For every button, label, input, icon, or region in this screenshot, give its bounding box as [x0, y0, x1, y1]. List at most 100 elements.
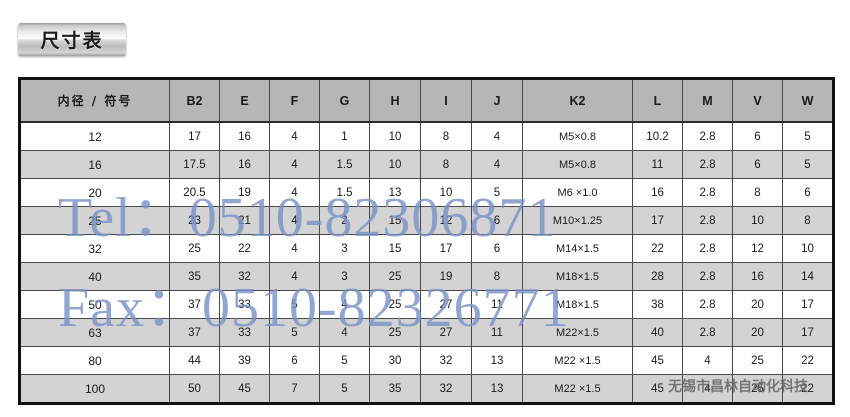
table-cell-v: 12 [732, 234, 783, 263]
table-cell-l: 45 [632, 374, 683, 404]
table-cell-l: 28 [632, 262, 683, 291]
table-cell-e: 19 [219, 178, 270, 207]
table-cell-bore: 100 [19, 374, 170, 404]
table-cell-j: 11 [471, 290, 523, 319]
table-cell-k2: M5×0.8 [522, 150, 633, 179]
table-cell-m: 2.8 [682, 206, 733, 235]
table-cell-v: 10 [732, 206, 783, 235]
table-cell-k2: M10×1.25 [522, 206, 633, 235]
table-cell-l: 22 [632, 234, 683, 263]
column-header-g: G [319, 78, 370, 123]
table-cell-b2: 17.5 [169, 150, 220, 179]
table-cell-bore: 50 [19, 290, 170, 319]
page-title-badge: 尺寸表 [18, 23, 126, 56]
table-header: 内径 / 符号 B2 E F G H I J K2 L M V W [19, 78, 834, 123]
table-cell-bore: 25 [19, 206, 170, 235]
table-cell-m: 4 [682, 374, 733, 404]
table-cell-m: 2.8 [682, 121, 733, 151]
table-cell-l: 45 [632, 346, 683, 375]
table-cell-l: 11 [632, 150, 683, 179]
table-cell-l: 40 [632, 318, 683, 347]
table-cell-g: 5 [319, 374, 370, 404]
table-cell-m: 2.8 [682, 150, 733, 179]
table-body: 12 17 16 4 1 10 8 4 M5×0.8 10.2 2.8 6 5 16 17.5 16 4 1.5 1… [19, 121, 834, 404]
table-cell-b2: 37 [169, 290, 220, 319]
table-cell-i: 10 [420, 178, 472, 207]
dimension-table: 内径 / 符号 B2 E F G H I J K2 L M V W 12 17 16… [18, 77, 835, 405]
table-cell-g: 4 [319, 290, 370, 319]
column-header-h: H [369, 78, 421, 123]
table-row: 12 17 16 4 1 10 8 4 M5×0.8 10.2 2.8 6 5 [19, 121, 834, 151]
table-row: 32 25 22 4 3 15 17 6 M14×1.5 22 2.8 12 10 [19, 234, 834, 263]
table-cell-g: 4 [319, 318, 370, 347]
table-cell-w: 8 [782, 206, 834, 235]
table-cell-f: 4 [269, 178, 320, 207]
column-header-l: L [632, 78, 683, 123]
table-cell-i: 32 [420, 374, 472, 404]
column-header-f: F [269, 78, 320, 123]
table-cell-i: 17 [420, 234, 472, 263]
table-cell-bore: 80 [19, 346, 170, 375]
table-cell-h: 25 [369, 318, 421, 347]
table-cell-h: 15 [369, 206, 421, 235]
table-cell-h: 10 [369, 150, 421, 179]
table-row: 63 37 33 5 4 25 27 11 M22×1.5 40 2.8 20 17 [19, 318, 834, 347]
table-cell-b2: 44 [169, 346, 220, 375]
table-cell-j: 13 [471, 374, 523, 404]
table-cell-w: 5 [782, 150, 834, 179]
column-header-bore: 内径 / 符号 [19, 78, 170, 123]
table-row: 50 37 33 5 4 25 27 11 M18×1.5 38 2.8 20 17 [19, 290, 834, 319]
table-cell-e: 32 [219, 262, 270, 291]
table-cell-w: 10 [782, 234, 834, 263]
table-cell-v: 6 [732, 150, 783, 179]
table-cell-j: 5 [471, 178, 523, 207]
table-cell-e: 21 [219, 206, 270, 235]
table-cell-h: 30 [369, 346, 421, 375]
table-cell-j: 8 [471, 262, 523, 291]
table-cell-b2: 23 [169, 206, 220, 235]
table-cell-k2: M22 ×1.5 [522, 346, 633, 375]
table-cell-l: 17 [632, 206, 683, 235]
table-row: 16 17.5 16 4 1.5 10 8 4 M5×0.8 11 2.8 6 5 [19, 150, 834, 179]
table-cell-e: 33 [219, 318, 270, 347]
table-cell-l: 38 [632, 290, 683, 319]
table-cell-i: 27 [420, 290, 472, 319]
table-cell-g: 3 [319, 234, 370, 263]
table-row: 25 23 21 4 2 15 12 6 M10×1.25 17 2.8 10 8 [19, 206, 834, 235]
table-cell-g: 1 [319, 121, 370, 151]
table-cell-bore: 40 [19, 262, 170, 291]
table-cell-w: 17 [782, 290, 834, 319]
table-cell-f: 6 [269, 346, 320, 375]
table-cell-g: 5 [319, 346, 370, 375]
table-cell-bore: 63 [19, 318, 170, 347]
table-cell-bore: 12 [19, 121, 170, 151]
table-cell-b2: 25 [169, 234, 220, 263]
table-cell-h: 35 [369, 374, 421, 404]
table-cell-e: 16 [219, 121, 270, 151]
table-cell-i: 27 [420, 318, 472, 347]
table-row: 20 20.5 19 4 1.5 13 10 5 M6 ×1.0 16 2.8 8 6 [19, 178, 834, 207]
table-cell-w: 17 [782, 318, 834, 347]
table-cell-k2: M18×1.5 [522, 290, 633, 319]
table-header-row: 内径 / 符号 B2 E F G H I J K2 L M V W [19, 78, 834, 123]
table-cell-m: 2.8 [682, 262, 733, 291]
table-cell-e: 33 [219, 290, 270, 319]
table-cell-j: 4 [471, 150, 523, 179]
table-cell-v: 25 [732, 374, 783, 404]
table-cell-b2: 20.5 [169, 178, 220, 207]
table-cell-m: 2.8 [682, 234, 733, 263]
column-header-v: V [732, 78, 783, 123]
column-header-e: E [219, 78, 270, 123]
table-cell-v: 20 [732, 290, 783, 319]
table-cell-f: 4 [269, 121, 320, 151]
table-cell-f: 4 [269, 234, 320, 263]
column-header-b2: B2 [169, 78, 220, 123]
table-cell-e: 22 [219, 234, 270, 263]
table-cell-w: 22 [782, 374, 834, 404]
table-cell-f: 4 [269, 206, 320, 235]
table-cell-b2: 17 [169, 121, 220, 151]
table-cell-g: 3 [319, 262, 370, 291]
dimension-table-container: 内径 / 符号 B2 E F G H I J K2 L M V W 12 17 16… [18, 77, 835, 405]
table-cell-l: 16 [632, 178, 683, 207]
table-cell-f: 7 [269, 374, 320, 404]
